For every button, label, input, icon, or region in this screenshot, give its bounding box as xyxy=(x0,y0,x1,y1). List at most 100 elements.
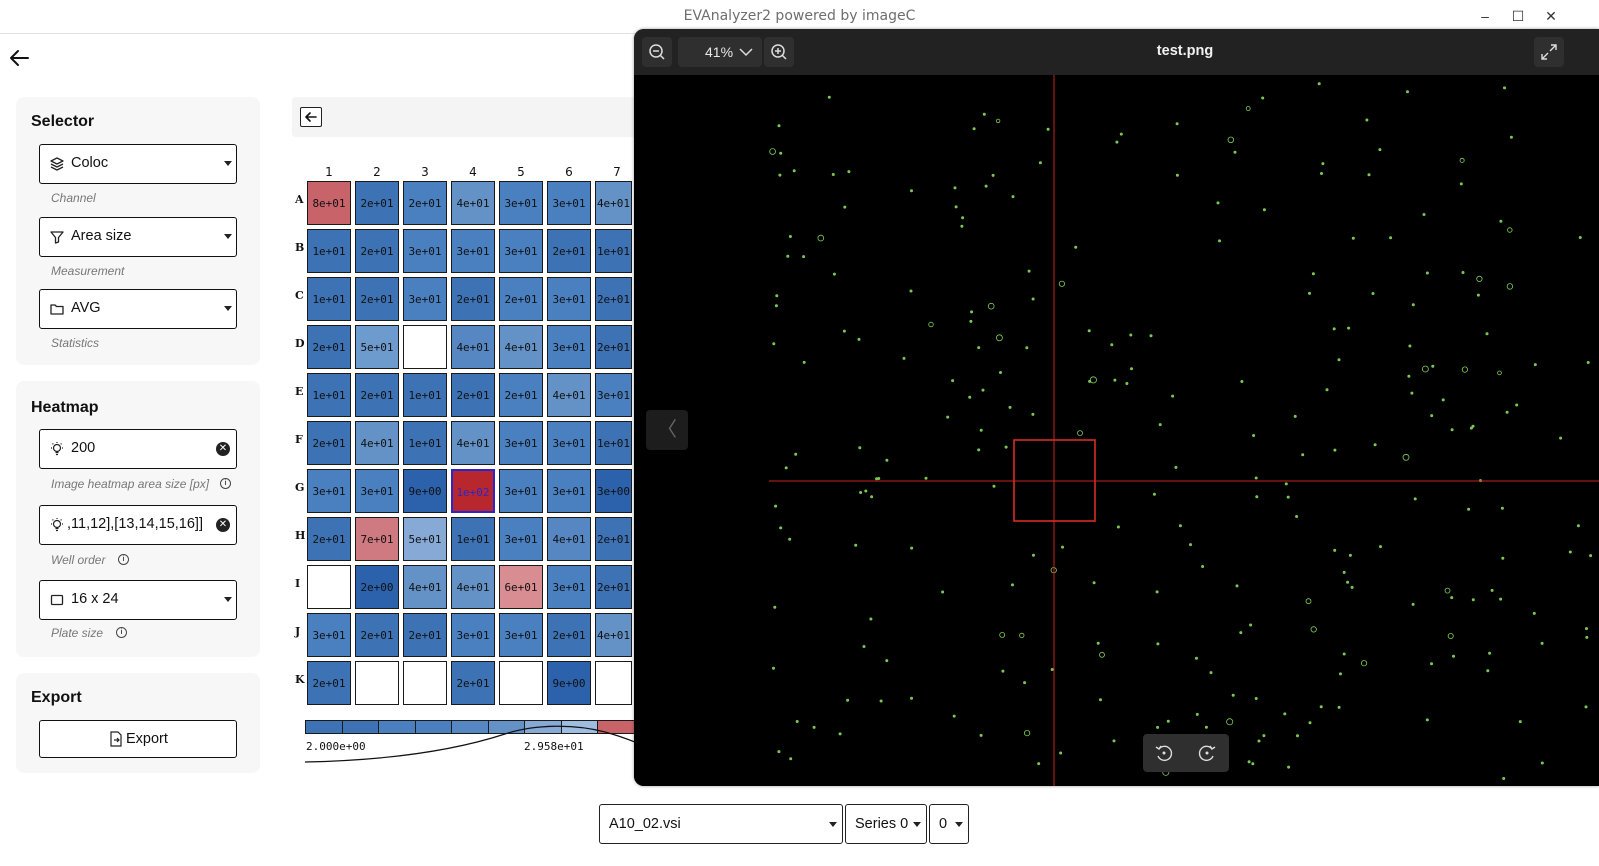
statistics-select[interactable]: AVG xyxy=(39,289,237,329)
well-cell[interactable]: 4e+01 xyxy=(595,613,632,657)
well-cell[interactable]: 9e+00 xyxy=(403,469,447,513)
well-cell[interactable]: 2e+01 xyxy=(307,421,351,465)
well-cell[interactable]: 3e+01 xyxy=(547,565,591,609)
well-cell[interactable]: 3e+01 xyxy=(547,469,591,513)
measurement-select[interactable]: Area size xyxy=(39,217,237,257)
zoom-out-button[interactable] xyxy=(642,37,672,67)
index-select[interactable]: 0 xyxy=(929,804,969,844)
well-cell[interactable] xyxy=(355,661,399,705)
zoom-select[interactable]: 41% xyxy=(678,37,762,67)
well-cell[interactable]: 2e+01 xyxy=(451,277,495,321)
well-cell[interactable] xyxy=(403,661,447,705)
well-cell[interactable]: 1e+01 xyxy=(307,277,351,321)
previous-image-button[interactable]: 〈 xyxy=(646,410,688,450)
well-cell[interactable]: 3e+01 xyxy=(307,613,351,657)
well-cell[interactable]: 3e+01 xyxy=(499,517,543,561)
export-button[interactable]: Export xyxy=(39,720,237,758)
well-cell[interactable] xyxy=(595,661,632,705)
well-cell[interactable]: 2e+01 xyxy=(307,517,351,561)
maximize-button[interactable]: ☐ xyxy=(1511,8,1525,24)
clear-icon[interactable]: ✕ xyxy=(216,442,230,456)
well-cell[interactable]: 2e+01 xyxy=(451,661,495,705)
well-cell[interactable]: 6e+01 xyxy=(499,565,543,609)
well-cell[interactable]: 4e+01 xyxy=(451,421,495,465)
well-cell[interactable]: 2e+01 xyxy=(403,181,447,225)
well-cell[interactable]: 3e+01 xyxy=(403,277,447,321)
well-cell[interactable]: 8e+01 xyxy=(307,181,351,225)
well-cell[interactable]: 2e+01 xyxy=(595,325,632,369)
back-arrow-icon[interactable] xyxy=(6,44,34,72)
info-icon[interactable]: i xyxy=(116,627,127,638)
well-cell[interactable]: 2e+01 xyxy=(595,277,632,321)
well-cell[interactable] xyxy=(307,565,351,609)
well-cell[interactable]: 3e+01 xyxy=(547,421,591,465)
well-cell[interactable]: 5e+01 xyxy=(355,325,399,369)
well-cell[interactable]: 1e+01 xyxy=(595,421,632,465)
rotate-right-icon[interactable] xyxy=(1196,742,1218,764)
well-cell[interactable]: 3e+01 xyxy=(547,277,591,321)
well-cell[interactable]: 2e+01 xyxy=(499,277,543,321)
well-cell[interactable]: 4e+01 xyxy=(451,181,495,225)
back-arrow-icon[interactable] xyxy=(300,107,322,127)
series-select[interactable]: Series 0 xyxy=(845,804,927,844)
well-cell[interactable]: 4e+01 xyxy=(451,325,495,369)
well-cell[interactable]: 3e+01 xyxy=(499,613,543,657)
well-cell[interactable]: 3e+01 xyxy=(499,229,543,273)
well-cell[interactable]: 4e+01 xyxy=(547,373,591,417)
well-cell[interactable]: 3e+01 xyxy=(307,469,351,513)
well-cell[interactable]: 4e+01 xyxy=(499,325,543,369)
well-cell[interactable]: 2e+01 xyxy=(403,613,447,657)
well-cell[interactable]: 4e+01 xyxy=(595,181,632,225)
well-cell[interactable]: 3e+01 xyxy=(547,181,591,225)
well-cell[interactable] xyxy=(499,661,543,705)
well-cell[interactable]: 2e+01 xyxy=(595,517,632,561)
well-cell[interactable]: 1e+01 xyxy=(307,373,351,417)
well-cell[interactable]: 3e+01 xyxy=(547,325,591,369)
well-order-input[interactable]: ,11,12],[13,14,15,16]] ✕ xyxy=(39,505,237,545)
channel-select[interactable]: Coloc xyxy=(39,144,237,184)
clear-icon[interactable]: ✕ xyxy=(216,518,230,532)
fullscreen-button[interactable] xyxy=(1534,37,1564,67)
zoom-in-button[interactable] xyxy=(764,37,794,67)
plate-size-select[interactable]: 16 x 24 xyxy=(39,580,237,620)
rotate-left-icon[interactable] xyxy=(1153,742,1175,764)
well-cell[interactable]: 3e+01 xyxy=(451,613,495,657)
well-cell[interactable]: 3e+01 xyxy=(451,229,495,273)
well-cell[interactable]: 9e+00 xyxy=(547,661,591,705)
well-cell[interactable]: 1e+01 xyxy=(403,421,447,465)
well-cell[interactable]: 4e+01 xyxy=(355,421,399,465)
well-cell[interactable]: 3e+01 xyxy=(499,469,543,513)
close-button[interactable]: ✕ xyxy=(1545,8,1557,24)
well-cell[interactable]: 2e+01 xyxy=(355,229,399,273)
well-cell[interactable]: 2e+01 xyxy=(499,373,543,417)
well-cell[interactable]: 3e+00 xyxy=(595,469,632,513)
well-cell[interactable] xyxy=(403,325,447,369)
well-cell[interactable]: 3e+01 xyxy=(595,373,632,417)
well-cell[interactable]: 2e+01 xyxy=(355,277,399,321)
well-cell[interactable]: 1e+01 xyxy=(307,229,351,273)
well-cell[interactable]: 4e+01 xyxy=(547,517,591,561)
well-cell[interactable]: 7e+01 xyxy=(355,517,399,561)
well-cell[interactable]: 3e+01 xyxy=(355,469,399,513)
well-cell[interactable]: 2e+01 xyxy=(547,229,591,273)
well-cell[interactable]: 1e+01 xyxy=(451,517,495,561)
well-cell[interactable]: 2e+01 xyxy=(547,613,591,657)
well-cell[interactable]: 2e+01 xyxy=(355,613,399,657)
well-cell[interactable]: 4e+01 xyxy=(451,565,495,609)
well-cell[interactable]: 3e+01 xyxy=(499,421,543,465)
info-icon[interactable]: i xyxy=(118,554,129,565)
well-cell[interactable]: 4e+01 xyxy=(403,565,447,609)
microscopy-image[interactable] xyxy=(634,75,1599,786)
minimize-button[interactable]: – xyxy=(1481,8,1489,24)
well-cell[interactable]: 2e+00 xyxy=(355,565,399,609)
area-size-input[interactable]: 200 ✕ xyxy=(39,429,237,469)
file-select[interactable]: A10_02.vsi xyxy=(599,804,843,844)
well-cell[interactable]: 1e+01 xyxy=(403,373,447,417)
well-cell[interactable]: 3e+01 xyxy=(499,181,543,225)
well-cell[interactable]: 1e+02 xyxy=(451,469,495,513)
well-cell[interactable]: 1e+01 xyxy=(595,229,632,273)
well-cell[interactable]: 2e+01 xyxy=(355,373,399,417)
well-cell[interactable]: 2e+01 xyxy=(307,661,351,705)
well-cell[interactable]: 2e+01 xyxy=(595,565,632,609)
well-cell[interactable]: 2e+01 xyxy=(451,373,495,417)
